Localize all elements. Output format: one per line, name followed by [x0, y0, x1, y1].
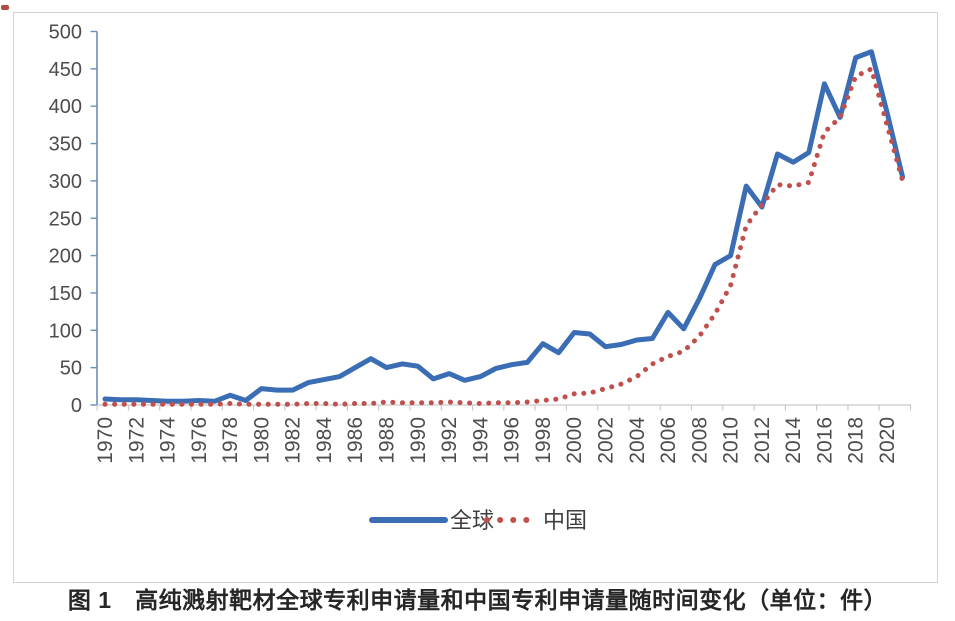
x-tick-label: 2012 — [751, 417, 774, 464]
series-line-china — [102, 66, 906, 407]
x-tick-label: 2014 — [782, 417, 805, 464]
x-tick-label: 2016 — [813, 417, 836, 464]
x-tick-label: 2000 — [563, 417, 586, 464]
x-tick-label: 2010 — [720, 417, 743, 464]
y-tick-label: 200 — [49, 246, 82, 268]
y-tick-label: 450 — [49, 59, 82, 81]
y-tick-label: 250 — [49, 208, 82, 230]
x-tick-label: 2004 — [626, 417, 649, 464]
y-tick-label: 400 — [49, 96, 82, 118]
x-tick-label: 2008 — [688, 417, 711, 464]
y-tick-label: 100 — [49, 320, 82, 342]
x-tick-label: 1994 — [469, 417, 492, 464]
corner-artifact — [1, 5, 9, 10]
y-tick-label: 50 — [60, 358, 82, 380]
figure-caption: 图 1 高纯溅射靶材全球专利申请量和中国专利申请量随时间变化（单位：件） — [67, 587, 888, 613]
series-line-global — [102, 49, 906, 404]
x-tick-label: 1974 — [157, 417, 180, 464]
x-tick-label: 1988 — [376, 417, 399, 464]
x-tick-label: 2002 — [594, 417, 617, 464]
x-tick-label: 2020 — [876, 417, 899, 464]
x-tick-label: 1986 — [344, 417, 367, 464]
x-tick-label: 1984 — [313, 417, 336, 464]
y-tick-label: 150 — [49, 283, 82, 305]
x-tick-label: 1992 — [438, 417, 461, 464]
x-tick-label: 1982 — [282, 417, 305, 464]
x-tick-label: 1976 — [188, 417, 211, 464]
x-tick-label: 1972 — [125, 417, 148, 464]
x-tick-label: 2006 — [657, 417, 680, 464]
x-tick-label: 1996 — [501, 417, 524, 464]
chart-frame — [13, 12, 938, 583]
x-tick-label: 1978 — [219, 417, 242, 464]
x-tick-label: 2018 — [845, 417, 868, 464]
x-tick-label: 1970 — [94, 417, 117, 464]
legend-label-china: 中国 — [543, 508, 587, 533]
y-tick-label: 350 — [49, 134, 82, 156]
y-tick-label: 300 — [49, 171, 82, 193]
y-tick-label: 500 — [49, 22, 82, 44]
x-tick-label: 1998 — [532, 417, 555, 464]
x-tick-label: 1980 — [250, 417, 273, 464]
x-tick-label: 1990 — [407, 417, 430, 464]
y-tick-label: 0 — [71, 395, 82, 417]
